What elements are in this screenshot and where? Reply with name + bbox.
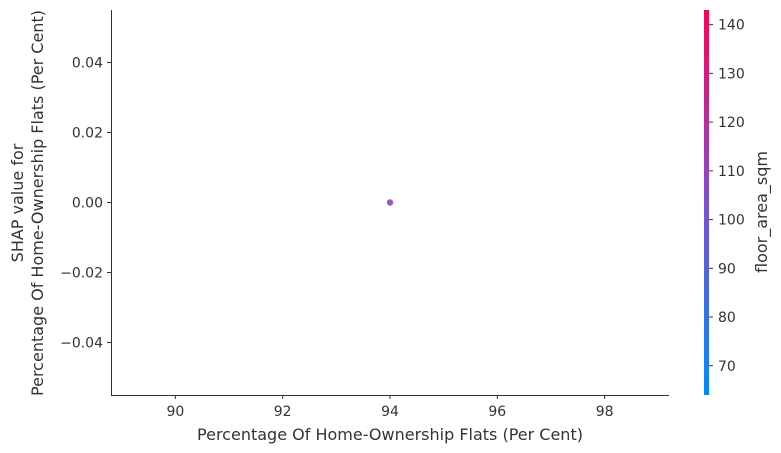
y-axis-label-line-1: SHAP value for: [8, 143, 27, 262]
y-tick-label: 0.00: [72, 196, 103, 212]
y-tick-label: 0.02: [72, 126, 103, 142]
colorbar-tick-label: 110: [718, 164, 745, 180]
y-tick-label: −0.04: [60, 336, 103, 352]
x-tick-label: 98: [596, 404, 614, 420]
colorbar-tick-label: 80: [718, 310, 736, 326]
colorbar-tick-label: 130: [718, 66, 745, 82]
x-axis-label: Percentage Of Home-Ownership Flats (Per …: [197, 425, 583, 444]
y-ticks: 0.04 0.02 0.00 −0.02 −0.04: [60, 56, 111, 352]
y-tick-label: 0.04: [72, 56, 103, 72]
colorbar-label: floor_area_sqm: [752, 151, 772, 273]
data-points: [386, 199, 394, 206]
colorbar-ticks: 70 80 90 100 110 120 130 140: [709, 18, 745, 375]
x-ticks: 90 92 94 96 98: [166, 395, 614, 420]
data-point: [386, 199, 394, 206]
y-axis-label-line-2: Percentage Of Home-Ownership Flats (Per …: [28, 10, 47, 396]
colorbar-tick-label: 100: [718, 213, 745, 229]
colorbar-tick-label: 140: [718, 18, 745, 34]
colorbar-tick-label: 90: [718, 261, 736, 277]
colorbar-tick-label: 70: [718, 359, 736, 375]
colorbar-tick-label: 120: [718, 115, 745, 131]
x-tick-label: 94: [381, 404, 399, 420]
colorbar: [704, 10, 709, 395]
x-tick-label: 90: [166, 404, 184, 420]
x-tick-label: 92: [274, 404, 292, 420]
x-tick-label: 96: [488, 404, 506, 420]
y-tick-label: −0.02: [60, 266, 103, 282]
